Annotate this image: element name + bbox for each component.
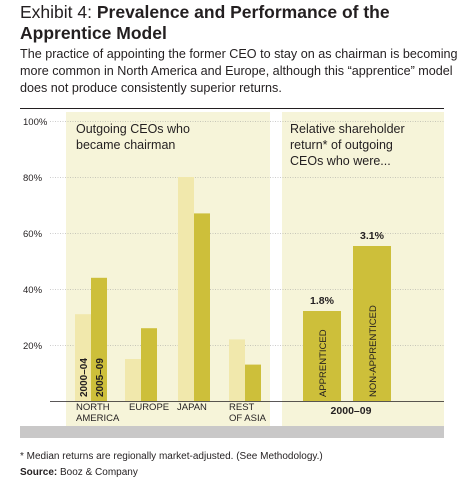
right-x-axis-label: 2000–09 bbox=[331, 405, 372, 417]
x-category-label: OF ASIA bbox=[229, 413, 267, 424]
footer-bar bbox=[20, 426, 444, 438]
bar-europe-early bbox=[125, 359, 141, 401]
exhibit-label: Exhibit 4: bbox=[20, 2, 92, 22]
bars-right-chart: 1.8% APPRENTICED 3.1% NON-APPRENTICED bbox=[303, 230, 391, 401]
top-rule bbox=[20, 108, 444, 109]
bar-category-label: NON-APPRENTICED bbox=[368, 305, 379, 397]
x-category-label: NORTH bbox=[76, 402, 110, 413]
y-tick-label: 60% bbox=[23, 229, 43, 240]
series-label: 2000–04 bbox=[79, 358, 90, 397]
bar-japan-early bbox=[178, 177, 194, 401]
y-tick-label: 20% bbox=[23, 341, 43, 352]
chart-title: Prevalence and Performance of the Appren… bbox=[20, 2, 390, 43]
source-line: Source: Booz & Company bbox=[20, 466, 138, 480]
y-tick-label: 100% bbox=[23, 117, 48, 128]
data-label: 1.8% bbox=[310, 295, 335, 307]
bars-left-chart: 2000–04 2005–09 bbox=[75, 177, 261, 401]
bar-rest-of-asia-late bbox=[245, 364, 261, 401]
series-label: 2005–09 bbox=[95, 358, 106, 397]
bar-category-label: APPRENTICED bbox=[318, 329, 329, 397]
bar-north-america-early bbox=[75, 314, 91, 401]
left-chart-title-line-2: became chairman bbox=[76, 138, 175, 152]
right-chart-title-line: CEOs who were... bbox=[290, 154, 391, 168]
source-text: Booz & Company bbox=[60, 467, 138, 478]
right-chart-title-line: return* of outgoing bbox=[290, 138, 393, 152]
bar-rest-of-asia-early bbox=[229, 339, 245, 401]
left-chart-title-line-1: Outgoing CEOs who bbox=[76, 122, 190, 136]
x-category-label: AMERICA bbox=[76, 413, 120, 424]
chart-subtitle: The practice of appointing the former CE… bbox=[20, 47, 458, 95]
exhibit-title: Exhibit 4: Prevalence and Performance of… bbox=[20, 2, 460, 44]
footnote: * Median returns are regionally market-a… bbox=[20, 451, 323, 462]
x-category-label: REST bbox=[229, 402, 255, 413]
y-tick-label: 80% bbox=[23, 173, 43, 184]
source-label: Source: bbox=[20, 467, 58, 478]
bar-europe-late bbox=[141, 328, 157, 401]
x-category-label: EUROPE bbox=[129, 402, 169, 413]
right-chart-title-line: Relative shareholder bbox=[290, 122, 405, 136]
bar-north-america-late bbox=[91, 277, 107, 401]
y-axis-ticks: 20% 40% 60% 80% 100% bbox=[23, 117, 48, 352]
right-chart-title: Relative shareholder return* of outgoing C… bbox=[290, 122, 405, 168]
bar-non-apprenticed bbox=[353, 246, 391, 401]
data-label: 3.1% bbox=[360, 230, 385, 242]
y-tick-label: 40% bbox=[23, 285, 43, 296]
x-category-label: JAPAN bbox=[177, 402, 207, 413]
bar-apprenticed bbox=[303, 311, 341, 401]
bar-japan-late bbox=[194, 213, 210, 401]
